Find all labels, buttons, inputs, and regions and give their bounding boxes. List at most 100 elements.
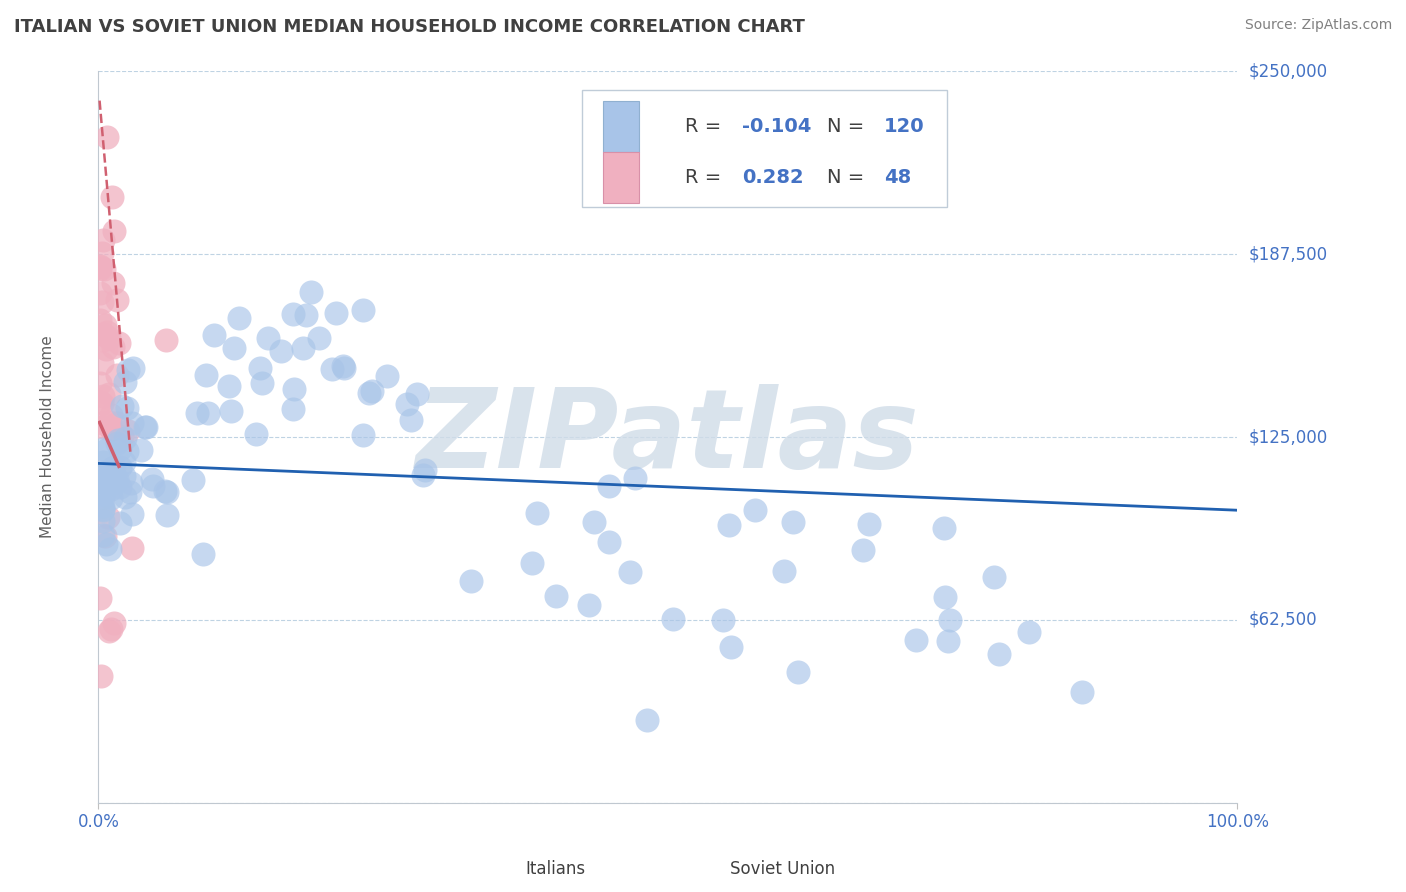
Point [91, 468, 114, 483]
Point [526, 506, 548, 520]
Point [197, 406, 219, 420]
Point [156, 485, 179, 500]
Point [98, 542, 121, 557]
Point [96, 130, 118, 145]
Bar [603, 152, 638, 203]
Point [91, 479, 114, 493]
Point [103, 459, 125, 474]
Point [91, 246, 114, 260]
Point [107, 433, 129, 447]
Point [1018, 625, 1040, 640]
Point [399, 413, 422, 427]
Text: ITALIAN VS SOVIET UNION MEDIAN HOUSEHOLD INCOME CORRELATION CHART: ITALIAN VS SOVIET UNION MEDIAN HOUSEHOLD… [14, 18, 804, 36]
Point [110, 400, 132, 414]
Point [100, 408, 122, 422]
Point [100, 422, 122, 436]
Point [89, 261, 111, 276]
Point [105, 416, 128, 430]
Point [787, 665, 810, 679]
Point [155, 333, 177, 347]
Point [186, 405, 208, 419]
Point [91, 500, 114, 514]
Text: N =: N = [827, 117, 865, 136]
Point [415, 463, 437, 477]
Point [218, 379, 240, 393]
Point [153, 484, 176, 499]
Point [412, 467, 434, 482]
Point [89, 591, 111, 606]
Point [91, 396, 114, 410]
Point [121, 417, 143, 431]
Point [96, 537, 118, 551]
Point [988, 647, 1011, 661]
Point [353, 302, 375, 317]
Point [283, 382, 305, 396]
Point [101, 471, 124, 485]
Bar [463, 854, 509, 887]
Point [932, 520, 955, 534]
Point [89, 395, 111, 409]
Point [598, 479, 620, 493]
Point [89, 260, 111, 275]
Point [332, 360, 354, 375]
Point [101, 277, 124, 291]
Point [904, 633, 927, 648]
Point [858, 516, 880, 531]
Point [134, 420, 156, 434]
Point [120, 485, 142, 500]
Point [91, 487, 114, 501]
Point [114, 431, 136, 445]
Point [711, 613, 734, 627]
Point [90, 419, 112, 434]
Point [520, 556, 543, 570]
Point [321, 361, 343, 376]
Point [406, 386, 429, 401]
Point [283, 307, 305, 321]
Point [292, 341, 315, 355]
Point [222, 342, 245, 356]
Point [96, 325, 118, 339]
Point [103, 616, 125, 631]
Point [219, 404, 242, 418]
Point [460, 574, 482, 588]
Point [117, 424, 139, 438]
Point [108, 459, 131, 474]
Point [120, 475, 142, 490]
Point [281, 402, 304, 417]
Point [359, 386, 381, 401]
Point [720, 640, 742, 654]
Point [295, 308, 318, 322]
Point [1070, 685, 1092, 699]
Point [93, 442, 115, 457]
Point [181, 473, 204, 487]
Point [100, 467, 122, 481]
Text: Median Household Income: Median Household Income [39, 335, 55, 539]
Point [93, 262, 115, 277]
Point [361, 384, 384, 398]
Point [100, 422, 122, 436]
Point [96, 442, 118, 457]
Point [636, 713, 658, 727]
Point [121, 508, 143, 522]
Point [135, 419, 157, 434]
Point [97, 510, 120, 524]
Point [108, 516, 131, 531]
Text: R =: R = [685, 117, 721, 136]
Point [250, 376, 273, 391]
Bar [668, 854, 713, 887]
Point [98, 330, 121, 344]
Point [91, 528, 114, 542]
Point [619, 565, 641, 579]
Point [91, 388, 114, 402]
Point [90, 295, 112, 310]
Point [662, 612, 685, 626]
Text: $62,500: $62,500 [1249, 611, 1317, 629]
Point [852, 542, 875, 557]
Point [94, 328, 117, 343]
Point [97, 624, 120, 638]
Point [228, 311, 250, 326]
Point [938, 613, 960, 627]
Point [717, 517, 740, 532]
Point [114, 375, 136, 389]
Point [129, 442, 152, 457]
